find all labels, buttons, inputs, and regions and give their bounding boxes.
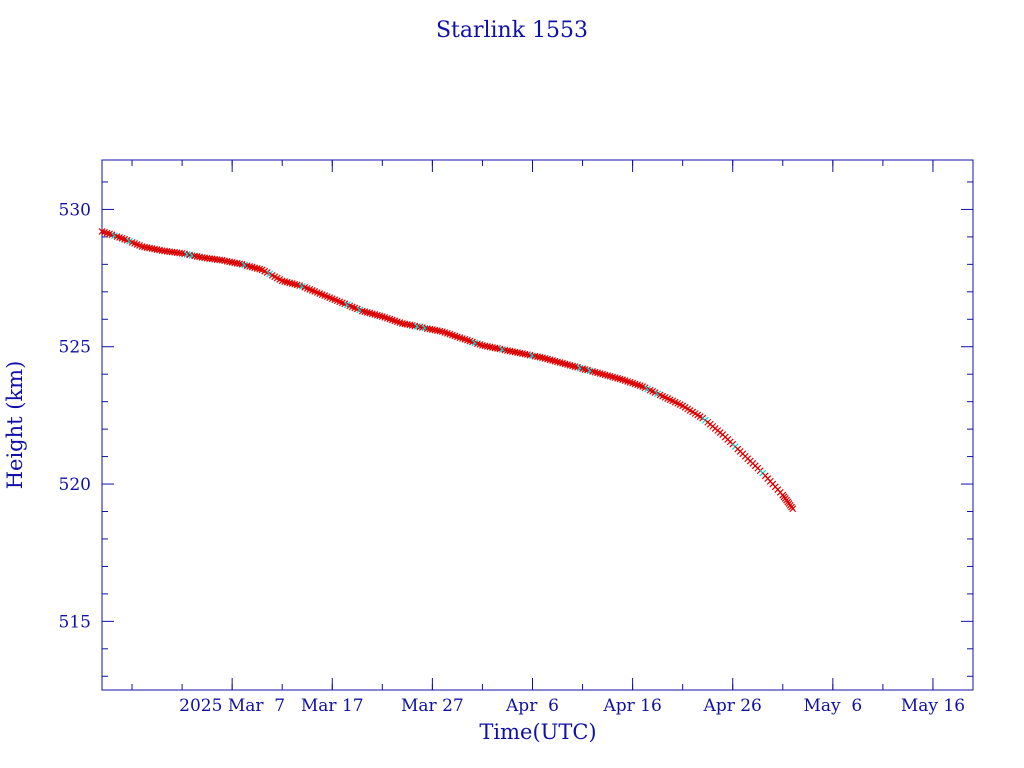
- data-point: [494, 345, 501, 352]
- data-point: [143, 244, 151, 251]
- x-tick-label: Apr 6: [505, 696, 559, 716]
- data-point: [516, 349, 524, 357]
- data-point: [148, 245, 156, 252]
- x-tick-label: Mar 17: [301, 696, 364, 716]
- x-tick-label: May 6: [803, 696, 862, 716]
- data-point: [491, 344, 499, 352]
- data-point: [228, 258, 236, 266]
- x-tick-label: May 16: [901, 696, 965, 716]
- data-point: [223, 257, 231, 265]
- data-point: [489, 343, 496, 351]
- x-tick-label: Apr 26: [703, 696, 762, 716]
- data-point: [146, 244, 153, 252]
- y-tick-label: 515: [59, 612, 91, 632]
- data-point: [496, 345, 504, 353]
- data-point: [519, 350, 526, 358]
- data-point: [531, 352, 539, 360]
- data-point: [431, 326, 439, 334]
- data-point: [536, 353, 544, 361]
- data-point: [186, 251, 194, 259]
- x-axis-label: Time(UTC): [479, 720, 596, 744]
- x-tick-label: Mar 27: [401, 696, 464, 716]
- data-point: [401, 320, 409, 328]
- data-point: [436, 327, 444, 335]
- data-point: [426, 325, 434, 333]
- data-point: [481, 342, 489, 350]
- y-axis-label: Height (km): [3, 361, 27, 490]
- data-point: [484, 342, 491, 350]
- data-point: [141, 243, 148, 251]
- data-point: [226, 258, 234, 266]
- data-point: [411, 322, 419, 330]
- data-point: [218, 256, 226, 264]
- data-point: [418, 324, 426, 331]
- data-point: [534, 353, 541, 361]
- x-tick-label: Apr 16: [602, 696, 661, 716]
- data-point: [221, 257, 229, 265]
- data-point: [181, 250, 189, 258]
- data-point: [231, 259, 239, 267]
- data-point: [511, 348, 519, 356]
- data-point: [529, 352, 536, 360]
- data-point: [413, 323, 421, 330]
- data-point: [193, 253, 201, 260]
- data-point: [421, 324, 429, 332]
- axis-ticks: [102, 160, 973, 690]
- data-point: [416, 323, 424, 331]
- data-point: [233, 259, 241, 267]
- data-point: [153, 246, 161, 254]
- data-point: [183, 250, 191, 258]
- data-point: [789, 505, 797, 513]
- data-point: [191, 252, 199, 260]
- data-point: [524, 351, 531, 359]
- data-point: [398, 319, 406, 327]
- data-point: [403, 320, 411, 328]
- data-points: [98, 227, 797, 513]
- data-point: [406, 321, 414, 329]
- data-point: [526, 351, 534, 359]
- data-point: [408, 322, 416, 329]
- y-tick-label: 520: [59, 475, 91, 495]
- data-point: [506, 347, 514, 355]
- data-point: [236, 260, 244, 268]
- data-point: [509, 348, 516, 355]
- x-tick-labels: 2025 Mar 7 Mar 17 Mar 27 Apr 6 Apr 16 Apr 26 M…: [179, 696, 965, 716]
- y-tick-labels: 515 520 525 530: [59, 200, 91, 632]
- data-point: [504, 347, 511, 354]
- data-point: [138, 243, 146, 250]
- plot-frame: [101, 159, 974, 691]
- data-point: [433, 327, 441, 335]
- y-tick-label: 525: [59, 338, 91, 358]
- data-point: [501, 346, 509, 354]
- data-point: [486, 343, 494, 351]
- chart-title: Starlink 1553: [436, 18, 588, 43]
- series-line: [101, 230, 794, 510]
- data-point: [521, 350, 529, 358]
- data-point: [479, 341, 486, 349]
- data-point: [178, 249, 186, 257]
- data-point: [428, 326, 436, 333]
- data-point: [151, 245, 158, 253]
- y-tick-label: 530: [59, 200, 91, 220]
- data-point: [188, 252, 196, 259]
- data-point: [423, 325, 431, 332]
- data-point: [514, 349, 521, 356]
- data-point: [499, 346, 506, 353]
- x-tick-label: 2025 Mar 7: [179, 696, 285, 716]
